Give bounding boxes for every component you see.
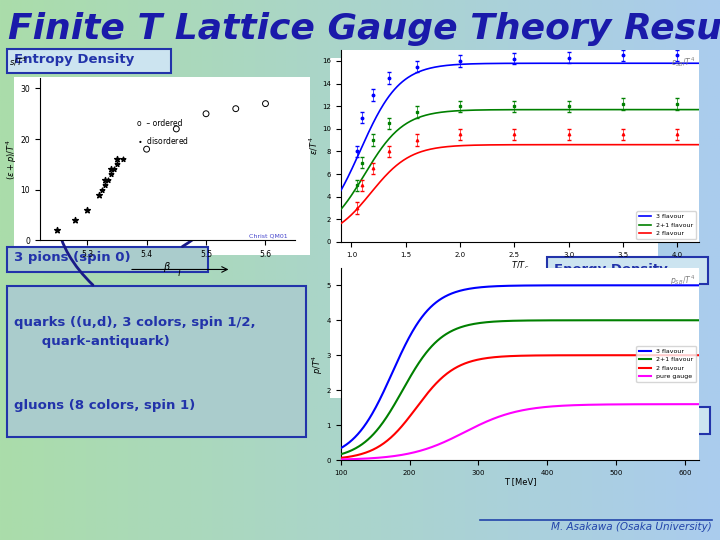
FancyArrowPatch shape (56, 155, 93, 285)
Point (111, 155, 122, 164)
Text: quarks ((u,d), 3 colors, spin 1/2,
      quark-antiquark): quarks ((u,d), 3 colors, spin 1/2, quark… (14, 316, 256, 348)
Text: Energy Density: Energy Density (554, 262, 667, 275)
Text: gluons (8 colors, spin 1): gluons (8 colors, spin 1) (14, 399, 195, 411)
Legend: 3 flavour, 2+1 flavour, 2 flavour: 3 flavour, 2+1 flavour, 2 flavour (636, 212, 696, 239)
FancyBboxPatch shape (6, 246, 207, 272)
X-axis label: $T/T_c$: $T/T_c$ (510, 259, 529, 272)
FancyBboxPatch shape (6, 286, 305, 436)
Y-axis label: $\varepsilon/T^4$: $\varepsilon/T^4$ (308, 137, 320, 155)
Text: Finite T Lattice Gauge Theory Results: Finite T Lattice Gauge Theory Results (8, 12, 720, 46)
X-axis label: T [MeV]: T [MeV] (503, 477, 536, 486)
Point (200, 110, 212, 118)
X-axis label: $\beta$: $\beta$ (163, 260, 171, 274)
Point (260, 99, 271, 108)
Text: o  – ordered: o – ordered (137, 119, 182, 128)
Text: $\bullet$  disordered: $\bullet$ disordered (137, 135, 189, 146)
Point (81, 206, 93, 214)
FancyBboxPatch shape (14, 77, 310, 255)
Point (141, 145, 153, 153)
Point (230, 104, 241, 113)
Point (70, 215, 81, 224)
Point (105, 170, 117, 179)
FancyBboxPatch shape (590, 407, 709, 434)
Text: $T$: $T$ (176, 267, 184, 278)
Point (99, 180, 111, 189)
Legend: 3 flavour, 2+1 flavour, 2 flavour, pure gauge: 3 flavour, 2+1 flavour, 2 flavour, pure … (636, 346, 696, 382)
Text: Entropy Density: Entropy Density (14, 53, 134, 66)
FancyBboxPatch shape (7, 49, 171, 73)
Point (99, 175, 111, 184)
FancyArrowPatch shape (182, 90, 246, 247)
Point (52, 226, 63, 234)
Point (102, 175, 114, 184)
Point (105, 165, 117, 174)
Text: M. Asakawa (Osaka University): M. Asakawa (Osaka University) (552, 522, 712, 532)
Y-axis label: $p/T^4$: $p/T^4$ (310, 354, 325, 374)
Text: 3 pions (spin 0): 3 pions (spin 0) (14, 252, 130, 265)
Y-axis label: $(\varepsilon+p)/T^4$: $(\varepsilon+p)/T^4$ (4, 139, 19, 180)
Text: Christ QM01: Christ QM01 (249, 234, 287, 239)
Text: Pressure: Pressure (598, 413, 665, 426)
Point (96, 185, 108, 194)
Point (111, 160, 122, 168)
FancyBboxPatch shape (546, 256, 708, 284)
Point (108, 165, 120, 174)
Point (117, 155, 129, 164)
Point (171, 125, 182, 133)
Text: $s/T^3$: $s/T^3$ (9, 56, 27, 68)
Point (94, 191, 105, 199)
Text: $\varepsilon_{SB}/T^4$: $\varepsilon_{SB}/T^4$ (671, 56, 696, 69)
FancyBboxPatch shape (330, 58, 658, 398)
Text: $p_{SB}/T^4$: $p_{SB}/T^4$ (670, 274, 696, 288)
